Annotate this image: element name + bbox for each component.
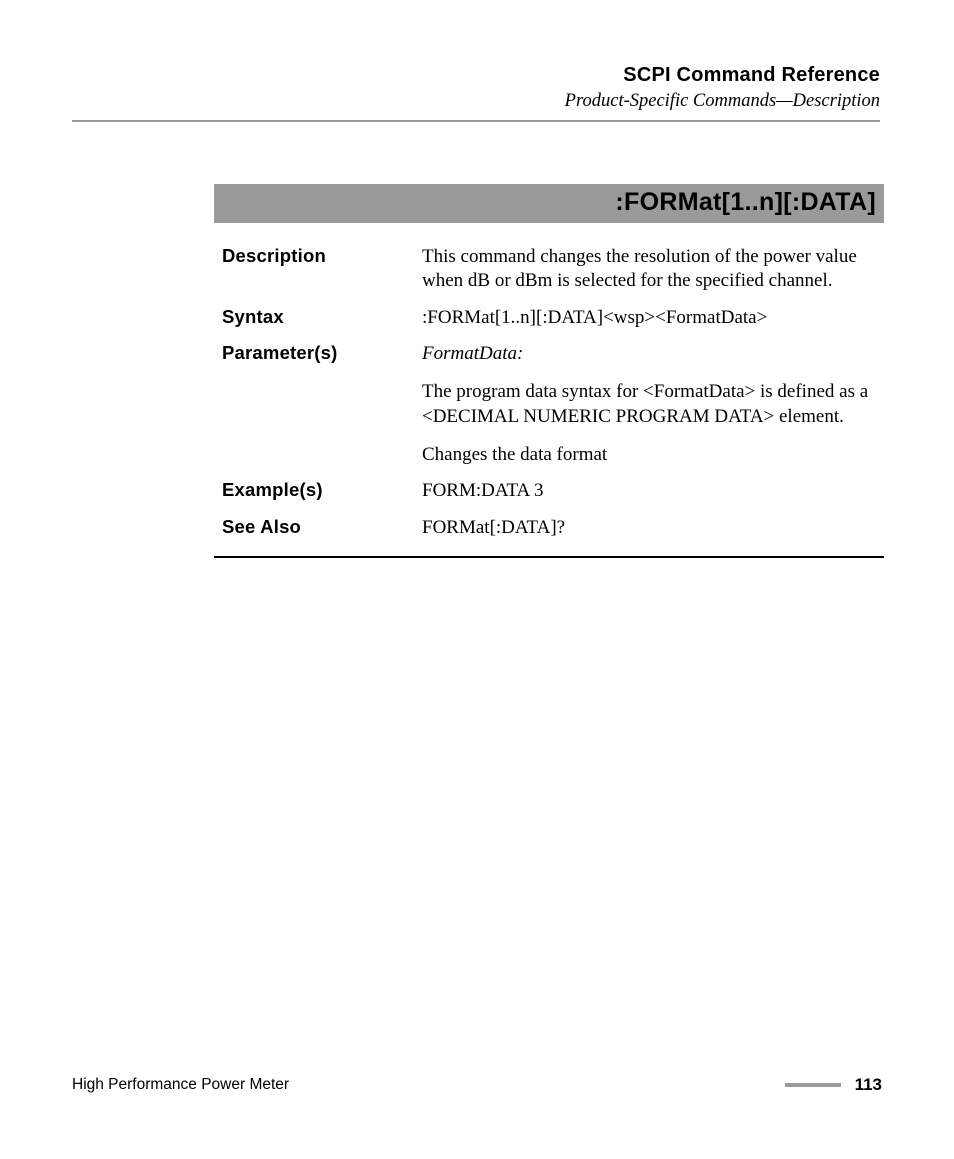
table-row: See AlsoFORMat[:DATA]? — [214, 510, 884, 546]
table-row: DescriptionThis command changes the reso… — [214, 239, 884, 300]
row-paragraph: The program data syntax for <FormatData>… — [422, 380, 884, 429]
row-content: FORMat[:DATA]? — [422, 516, 884, 540]
header-rule — [72, 120, 880, 122]
row-content: :FORMat[1..n][:DATA]<wsp><FormatData> — [422, 306, 884, 330]
table-row: Parameter(s)FormatData: The program data … — [214, 336, 884, 473]
row-paragraph: FormatData: — [422, 342, 884, 366]
footer-product-name: High Performance Power Meter — [72, 1076, 289, 1094]
row-paragraph: FORMat[:DATA]? — [422, 516, 884, 540]
row-content: FormatData: The program data syntax for <… — [422, 342, 884, 467]
footer-right: 113 — [785, 1075, 882, 1095]
command-banner: :FORMat[1..n][:DATA] — [214, 184, 884, 223]
row-paragraph: FORM:DATA 3 — [422, 479, 884, 503]
row-label: Parameter(s) — [222, 342, 422, 364]
footer-page-number: 113 — [855, 1075, 882, 1095]
page: SCPI Command Reference Product-Specific … — [0, 0, 954, 1159]
page-footer: High Performance Power Meter 113 — [72, 1075, 882, 1095]
table-row: Example(s)FORM:DATA 3 — [214, 473, 884, 509]
row-label: Example(s) — [222, 479, 422, 501]
row-label: Syntax — [222, 306, 422, 328]
row-label: Description — [222, 245, 422, 267]
row-content: FORM:DATA 3 — [422, 479, 884, 503]
row-paragraph: Changes the data format — [422, 443, 884, 467]
row-label: See Also — [222, 516, 422, 538]
table-row: Syntax:FORMat[1..n][:DATA]<wsp><FormatDa… — [214, 300, 884, 336]
header-subtitle: Product-Specific Commands—Description — [72, 91, 880, 112]
row-paragraph: :FORMat[1..n][:DATA]<wsp><FormatData> — [422, 306, 884, 330]
header-title: SCPI Command Reference — [72, 64, 880, 87]
command-rows: DescriptionThis command changes the reso… — [214, 223, 884, 546]
row-content: This command changes the resolution of t… — [422, 245, 884, 294]
table-bottom-rule — [214, 556, 884, 558]
page-header: SCPI Command Reference Product-Specific … — [72, 64, 882, 122]
row-paragraph: This command changes the resolution of t… — [422, 245, 884, 294]
footer-bar-decoration — [785, 1083, 841, 1087]
command-table: :FORMat[1..n][:DATA] DescriptionThis com… — [214, 184, 884, 558]
